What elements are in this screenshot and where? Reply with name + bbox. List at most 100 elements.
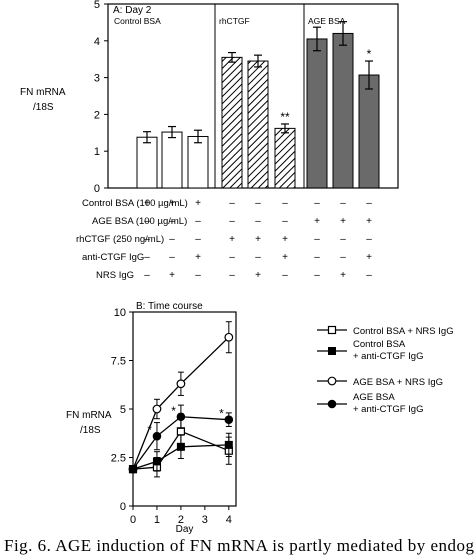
significance-marker: *	[219, 407, 224, 421]
y-axis-label: FN mRNA	[66, 410, 112, 421]
data-point	[176, 379, 186, 389]
bar	[332, 32, 354, 189]
treatment-mark: –	[169, 216, 175, 227]
data-point	[176, 412, 186, 422]
data-point	[176, 442, 185, 451]
treatment-mark: +	[169, 198, 175, 209]
legend-label: + anti-CTGF IgG	[353, 351, 423, 362]
treatment-mark: +	[314, 216, 320, 227]
treatment-mark: –	[169, 252, 175, 263]
treatment-mark: –	[144, 234, 150, 245]
treatment-mark: +	[195, 198, 201, 209]
treatment-mark: +	[340, 270, 346, 281]
treatment-mark: –	[314, 270, 320, 281]
series-group: * * *	[128, 404, 234, 474]
y-tick-label: 1	[94, 146, 100, 158]
legend-label: Control BSA	[353, 339, 406, 350]
y-tick-label: 0	[120, 501, 126, 513]
treatment-mark: –	[255, 216, 261, 227]
series-line	[132, 444, 229, 470]
group-label: rhCTGF	[219, 16, 250, 26]
treatment-mark: –	[229, 252, 235, 263]
treatment-mark: –	[340, 252, 346, 263]
legend-label: AGE BSA	[353, 392, 395, 403]
y-tick-label: 2	[94, 109, 100, 121]
treatment-mark: –	[366, 270, 372, 281]
chart-title: A: Day 2	[113, 5, 152, 16]
treatment-mark: +	[195, 252, 201, 263]
treatment-mark: –	[229, 270, 235, 281]
data-point	[224, 332, 234, 342]
bar	[247, 60, 269, 189]
treatment-row-label: NRS IgG	[96, 270, 134, 281]
group-label: AGE BSA	[308, 16, 346, 26]
y-tick-label: 2.5	[111, 453, 126, 465]
bar	[161, 131, 183, 189]
significance-marker: *	[171, 404, 176, 418]
treatment-mark: +	[169, 270, 175, 281]
group-label: Control BSA	[114, 16, 161, 26]
treatment-mark: –	[314, 234, 320, 245]
legend-label: + anti-CTGF IgG	[353, 404, 423, 415]
x-tick-label: 4	[226, 514, 232, 526]
series-line	[132, 336, 230, 470]
legend-label: AGE BSA + NRS IgG	[353, 377, 443, 388]
treatment-mark: –	[340, 198, 346, 209]
y-tick-label: 5	[94, 0, 100, 11]
treatment-mark: +	[255, 270, 261, 281]
bar	[136, 136, 158, 189]
treatment-mark: –	[169, 234, 175, 245]
y-axis-label: /18S	[80, 425, 101, 436]
x-tick-label: 1	[154, 514, 160, 526]
treatment-mark: –	[366, 234, 372, 245]
treatment-mark: +	[255, 234, 261, 245]
data-point	[152, 457, 161, 466]
legend-marker	[328, 347, 336, 355]
significance-marker: *	[147, 423, 152, 437]
treatment-mark: –	[314, 198, 320, 209]
treatment-mark: –	[282, 198, 288, 209]
treatment-mark: +	[282, 252, 288, 263]
x-tick-label: 0	[130, 514, 136, 526]
bar	[221, 56, 243, 189]
x-axis-label: Day	[176, 524, 194, 535]
treatment-mark: +	[144, 198, 150, 209]
treatment-mark: –	[255, 252, 261, 263]
significance-marker: *	[367, 47, 372, 61]
treatment-row-label: anti-CTGF IgG	[82, 252, 144, 263]
treatment-mark: –	[195, 234, 201, 245]
treatment-mark: +	[340, 216, 346, 227]
legend-label: Control BSA + NRS IgG	[353, 326, 454, 337]
y-tick-label: 10	[114, 307, 126, 319]
treatment-mark: –	[195, 216, 201, 227]
y-tick-label: 4	[94, 36, 100, 48]
data-point	[152, 404, 162, 414]
treatment-mark: –	[255, 198, 261, 209]
figure-caption: Fig. 6. AGE induction of FN mRNA is part…	[4, 536, 474, 555]
y-tick-label: 3	[94, 73, 100, 85]
treatment-mark: –	[144, 270, 150, 281]
treatment-mark: –	[366, 198, 372, 209]
treatment-mark: –	[282, 216, 288, 227]
treatment-mark: –	[340, 234, 346, 245]
y-tick-label: 7.5	[111, 356, 126, 368]
treatment-mark: –	[195, 270, 201, 281]
treatment-mark: –	[229, 216, 235, 227]
significance-marker: **	[280, 110, 290, 124]
y-axis-label: FN mRNA	[20, 87, 66, 98]
data-point	[152, 431, 162, 441]
legend-marker	[327, 325, 337, 335]
x-tick-label: 2	[178, 514, 184, 526]
treatment-row-label: Control BSA (100 µg/mL)	[82, 198, 188, 209]
bar	[358, 74, 380, 189]
data-point	[128, 464, 138, 474]
treatment-mark: +	[366, 252, 372, 263]
data-point	[224, 440, 233, 449]
y-axis-label: /18S	[33, 102, 54, 113]
x-tick-label: 3	[202, 514, 208, 526]
treatment-mark: –	[282, 270, 288, 281]
treatment-mark: +	[282, 234, 288, 245]
treatment-mark: +	[366, 216, 372, 227]
